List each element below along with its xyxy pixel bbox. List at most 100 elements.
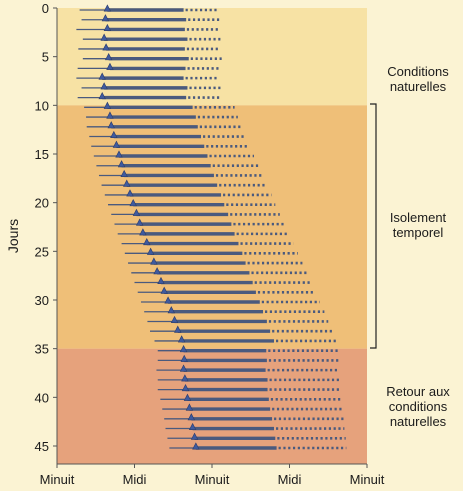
day-row — [78, 43, 220, 51]
day-row — [121, 237, 294, 246]
day-row — [128, 257, 303, 265]
day-row — [96, 160, 259, 168]
day-row — [157, 374, 340, 382]
x-tick-label: Minuit — [195, 472, 230, 487]
y-tick-label: 40 — [35, 390, 49, 405]
y-tick-label: 0 — [42, 1, 49, 16]
wake-onset-marker — [117, 160, 126, 168]
wake-onset-marker — [104, 53, 113, 61]
wake-onset-marker — [181, 374, 189, 382]
day-row — [82, 53, 222, 61]
y-tick-label: 5 — [42, 50, 49, 65]
wake-onset-marker — [135, 218, 144, 226]
wake-onset-marker — [102, 43, 110, 51]
y-axis-label: Jours — [5, 219, 21, 253]
y-tick-label: 30 — [35, 293, 49, 308]
day-row — [98, 169, 263, 178]
y-tick-label: 35 — [35, 342, 49, 357]
day-row — [150, 325, 333, 333]
wake-onset-marker — [115, 150, 123, 158]
day-row — [77, 62, 220, 71]
day-row — [81, 82, 222, 90]
wake-onset-marker — [139, 228, 147, 236]
wake-onset-marker — [98, 72, 106, 80]
day-row — [76, 72, 219, 80]
wake-onset-marker — [106, 62, 114, 70]
wake-onset-marker — [123, 179, 131, 187]
day-row — [86, 121, 242, 129]
x-tick-label: Midi — [123, 472, 147, 487]
wake-onset-marker — [146, 247, 155, 255]
y-tick-label: 45 — [35, 439, 49, 454]
phase-band — [57, 8, 367, 106]
day-row — [81, 14, 220, 22]
wake-onset-marker — [110, 130, 118, 139]
day-row — [157, 383, 340, 392]
y-tick-label: 15 — [35, 147, 49, 162]
x-tick-label: Minuit — [350, 472, 385, 487]
day-row — [89, 130, 246, 139]
day-row — [157, 345, 339, 353]
day-row — [77, 91, 220, 100]
wake-onset-marker — [179, 364, 188, 372]
wake-onset-marker — [112, 140, 121, 148]
phase-labels: Conditions naturelles Isolement temporel Ret… — [386, 64, 450, 429]
day-row — [160, 393, 342, 402]
day-row — [117, 228, 289, 236]
day-row — [134, 276, 311, 285]
x-tick-labels: Minuit Midi Minuit Midi Minuit — [40, 464, 385, 487]
day-row — [144, 306, 325, 314]
day-row — [86, 111, 238, 119]
wake-onset-marker — [188, 422, 197, 431]
wake-onset-marker — [187, 413, 196, 421]
day-row — [137, 286, 316, 294]
phase-label: Retour aux conditions naturelles — [386, 384, 450, 429]
wake-onset-marker — [126, 189, 134, 197]
wake-onset-marker — [143, 237, 151, 246]
wake-onset-marker — [103, 4, 112, 12]
isolation-bracket — [370, 103, 377, 349]
day-row — [164, 413, 344, 421]
wake-onset-marker — [177, 335, 186, 343]
day-row — [91, 140, 250, 148]
day-row — [162, 403, 343, 411]
day-row — [165, 422, 345, 431]
wake-onset-marker — [101, 14, 110, 22]
y-tick-labels: 0 5 10 15 20 25 30 35 40 45 — [35, 1, 57, 454]
wake-onset-marker — [185, 403, 194, 411]
wake-onset-marker — [180, 354, 188, 362]
day-row — [104, 189, 272, 197]
y-tick-label: 25 — [35, 244, 49, 259]
day-row — [101, 179, 267, 187]
day-row — [84, 101, 235, 110]
day-row — [167, 432, 346, 440]
phase-label: Conditions naturelles — [387, 64, 449, 94]
wake-onset-marker — [103, 23, 112, 31]
wake-onset-marker — [192, 442, 200, 450]
day-row — [131, 267, 307, 275]
phase-band — [57, 348, 367, 464]
day-row — [169, 442, 347, 450]
y-tick-label: 10 — [35, 98, 49, 113]
wake-onset-marker — [157, 276, 165, 285]
day-row — [124, 247, 298, 256]
wake-onset-marker — [181, 383, 190, 392]
wake-onset-marker — [100, 33, 108, 41]
y-tick-label: 20 — [35, 196, 49, 211]
day-row — [147, 315, 329, 324]
x-tick-label: Minuit — [40, 472, 75, 487]
wake-onset-marker — [153, 267, 161, 275]
x-tick-label: Midi — [278, 472, 302, 487]
wake-onset-marker — [170, 315, 179, 323]
day-row — [156, 364, 339, 372]
day-row — [114, 218, 285, 226]
wake-onset-marker — [190, 432, 199, 440]
day-row — [111, 208, 280, 217]
wake-onset-marker — [132, 208, 141, 216]
day-row — [76, 23, 219, 32]
wake-onset-marker — [179, 345, 188, 353]
wake-onset-marker — [183, 393, 192, 401]
day-row — [82, 33, 221, 41]
wake-onset-marker — [150, 257, 158, 265]
